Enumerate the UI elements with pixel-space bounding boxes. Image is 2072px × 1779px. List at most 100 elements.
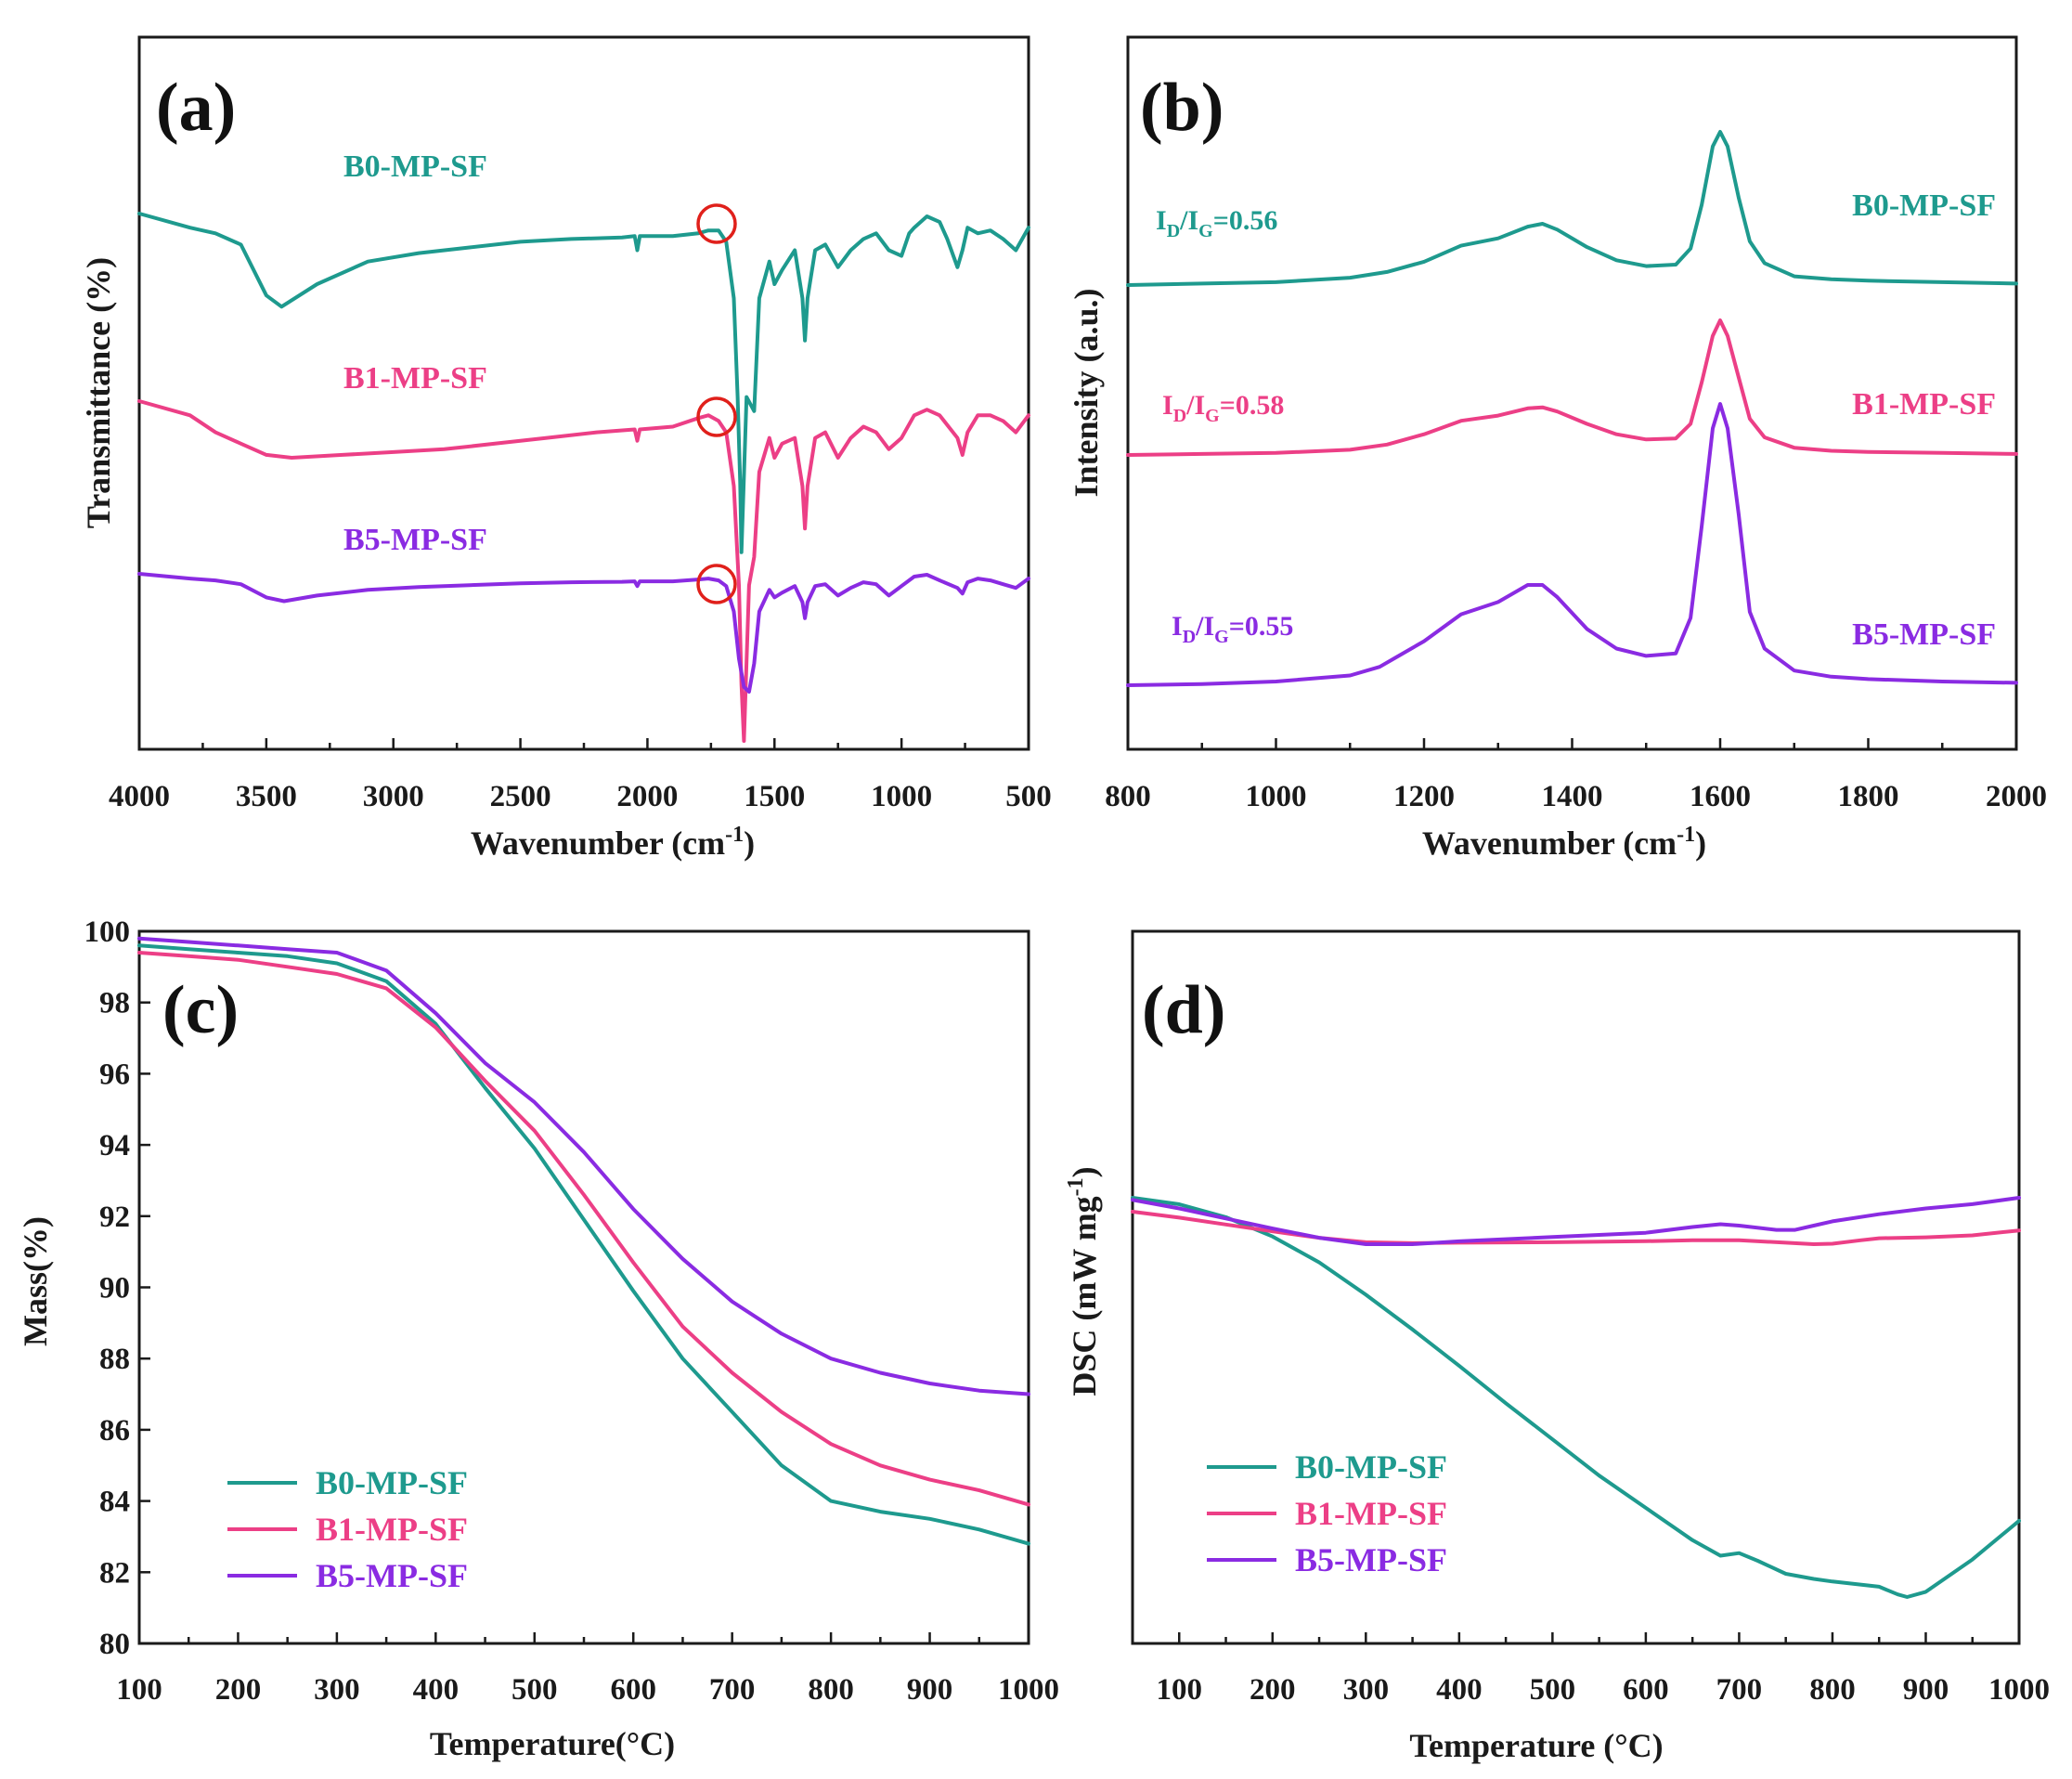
- panel-d-series-b5-mp-sf: [1131, 1196, 2021, 1246]
- panel-b-y-axis-label: Intensity (a.u.): [1068, 288, 1105, 497]
- panel-a-x-tick-label: 3500: [236, 780, 297, 813]
- panel-c-y-tick-label: 94: [99, 1129, 130, 1162]
- panel-b-x-tick-label: 1600: [1690, 780, 1751, 813]
- panel-c-x-axis-label: Temperature(°C): [430, 1725, 675, 1762]
- panel-c-y-tick-label: 100: [84, 915, 131, 949]
- panel-b-series-b0-mp-sf: [1126, 130, 2018, 287]
- panel-c-y-tick-label: 84: [99, 1486, 130, 1519]
- panel-d-legend-b5: B5-MP-SF: [1295, 1541, 1447, 1578]
- panel-b-b1-ratio: ID/IG=0.58: [1162, 390, 1284, 426]
- panel-c-x-tick-label: 500: [512, 1673, 558, 1707]
- panel-c-series-b5-mp-sf: [137, 936, 1030, 1396]
- panel-d-x-tick-label: 100: [1157, 1673, 1203, 1707]
- panel-d-x-tick-label: 700: [1716, 1673, 1763, 1707]
- panel-c-series-b1-mp-sf: [137, 951, 1030, 1507]
- panel-a-x-tick-label: 1500: [744, 780, 805, 813]
- panel-a-b1-label: B1-MP-SF: [343, 361, 487, 396]
- panel-c-y-tick-label: 92: [99, 1201, 130, 1234]
- panel-d-x-tick-label: 500: [1530, 1673, 1576, 1707]
- panel-a-curves: [137, 212, 1030, 743]
- panel-b-x-tick-label: 1200: [1393, 780, 1455, 813]
- panel-a: 4000 3500 3000 2500 2000 1500 1000 500 (a) B0-M…: [80, 35, 1052, 862]
- panel-a-frame: [137, 35, 1030, 751]
- panel-c-x-tick-label: 200: [215, 1673, 262, 1707]
- panel-c-y-tick-label: 86: [99, 1414, 130, 1448]
- panel-b-x-tick-label: 1800: [1838, 780, 1899, 813]
- panel-b-x-tick-label: 1400: [1542, 780, 1603, 813]
- panel-d-series-b1-mp-sf: [1131, 1210, 2021, 1246]
- panel-a-series-b0-mp-sf: [137, 212, 1030, 554]
- panel-d-x-ticks: 100 200 300 400 500 600 700 800 900 1000: [1157, 1632, 2050, 1707]
- panel-c-x-tick-label: 400: [413, 1673, 460, 1707]
- panel-a-y-axis-label: Transmittance (%): [80, 257, 117, 528]
- panel-c-x-tick-label: 700: [709, 1673, 756, 1707]
- panel-d-x-tick-label: 400: [1436, 1673, 1483, 1707]
- panel-c-curves: [137, 936, 1030, 1546]
- panel-c-legend: B0-MP-SF B1-MP-SF B5-MP-SF: [227, 1464, 468, 1594]
- panel-a-marker-b1: [696, 396, 737, 437]
- panel-a-b5-label: B5-MP-SF: [343, 523, 487, 557]
- panel-c-label: (c): [162, 972, 239, 1048]
- panel-b-b1-label: B1-MP-SF: [1852, 387, 1996, 422]
- panel-b-x-tick-label: 800: [1105, 780, 1151, 813]
- panel-b-x-tick-label: 1000: [1246, 780, 1307, 813]
- panel-d-series-b0-mp-sf: [1131, 1196, 2021, 1599]
- panel-a-x-tick-label: 3000: [363, 780, 424, 813]
- panel-c: 100 200 300 400 500 600 700 800 900 1000 80 82 84 86…: [17, 915, 1059, 1762]
- panel-d-x-axis-label: Temperature (°C): [1409, 1727, 1663, 1764]
- panel-a-x-tick-label: 4000: [109, 780, 170, 813]
- panel-c-x-tick-label: 900: [907, 1673, 953, 1707]
- panel-b-curves: [1126, 130, 2018, 687]
- panel-d-y-axis-label: DSC (mW mg-1): [1064, 1166, 1103, 1396]
- panel-b-b5-label: B5-MP-SF: [1852, 617, 1996, 652]
- panel-c-frame: [137, 929, 1030, 1645]
- panel-a-series-b5-mp-sf: [137, 572, 1030, 694]
- panel-c-legend-b1: B1-MP-SF: [316, 1511, 468, 1548]
- panel-a-marker-b0: [696, 203, 737, 244]
- panel-a-b0-label: B0-MP-SF: [343, 149, 487, 184]
- panel-c-y-ticks: 80 82 84 86 88 90 92 94 96 98 100: [84, 915, 150, 1661]
- panel-b-b0-label: B0-MP-SF: [1852, 188, 1996, 223]
- panel-d-x-tick-label: 600: [1623, 1673, 1669, 1707]
- panel-b-b0-ratio: ID/IG=0.56: [1156, 205, 1277, 241]
- panel-a-x-tick-label: 2500: [490, 780, 551, 813]
- panel-c-legend-b0: B0-MP-SF: [316, 1464, 468, 1501]
- panel-d-x-tick-label: 200: [1250, 1673, 1296, 1707]
- panel-a-x-ticks: 4000 3500 3000 2500 2000 1500 1000 500: [109, 738, 1052, 813]
- panel-c-x-tick-label: 100: [116, 1673, 162, 1707]
- panel-c-y-tick-label: 80: [99, 1628, 130, 1661]
- panel-a-marker-b5: [696, 564, 737, 604]
- panel-a-x-tick-label: 500: [1005, 780, 1052, 813]
- panel-c-y-tick-label: 96: [99, 1058, 130, 1091]
- panel-b-x-ticks: 800 1000 1200 1400 1600 1800 2000: [1105, 738, 2047, 813]
- panel-d-legend-b1: B1-MP-SF: [1295, 1495, 1447, 1532]
- panel-d-legend: B0-MP-SF B1-MP-SF B5-MP-SF: [1207, 1448, 1447, 1578]
- panel-c-x-ticks: 100 200 300 400 500 600 700 800 900 1000: [116, 1632, 1059, 1707]
- panel-c-x-tick-label: 600: [610, 1673, 656, 1707]
- panel-d: 100 200 300 400 500 600 700 800 900 1000 (d) B0-M…: [1064, 929, 2050, 1764]
- panel-d-legend-b0: B0-MP-SF: [1295, 1448, 1447, 1486]
- panel-a-x-tick-label: 2000: [616, 780, 678, 813]
- panel-a-x-axis-label: Wavenumber (cm-1): [471, 823, 755, 862]
- panel-d-x-tick-label: 1000: [1988, 1673, 2050, 1707]
- panel-d-label: (d): [1142, 972, 1225, 1048]
- panel-b-b5-ratio: ID/IG=0.55: [1172, 611, 1293, 647]
- panel-c-y-tick-label: 88: [99, 1343, 130, 1376]
- panel-c-x-tick-label: 800: [808, 1673, 854, 1707]
- panel-c-legend-b5: B5-MP-SF: [316, 1557, 468, 1594]
- panel-c-y-axis-label: Mass(%): [17, 1216, 54, 1346]
- panel-a-label: (a): [156, 70, 236, 146]
- panel-d-x-tick-label: 300: [1343, 1673, 1390, 1707]
- panel-b: 800 1000 1200 1400 1600 1800 2000 (b) B0-MP-SF…: [1068, 35, 2047, 862]
- panel-a-series-b1-mp-sf: [137, 399, 1030, 743]
- panel-d-x-tick-label: 900: [1903, 1673, 1949, 1707]
- panel-b-x-axis-label: Wavenumber (cm-1): [1422, 823, 1706, 862]
- panel-b-series-b5-mp-sf: [1126, 402, 2018, 687]
- panel-a-x-tick-label: 1000: [871, 780, 932, 813]
- panel-b-series-b1-mp-sf: [1126, 318, 2018, 457]
- panel-c-x-tick-label: 1000: [998, 1673, 1059, 1707]
- panel-d-curves: [1131, 1196, 2021, 1599]
- panel-c-y-tick-label: 98: [99, 987, 130, 1020]
- panel-b-x-tick-label: 2000: [1986, 780, 2047, 813]
